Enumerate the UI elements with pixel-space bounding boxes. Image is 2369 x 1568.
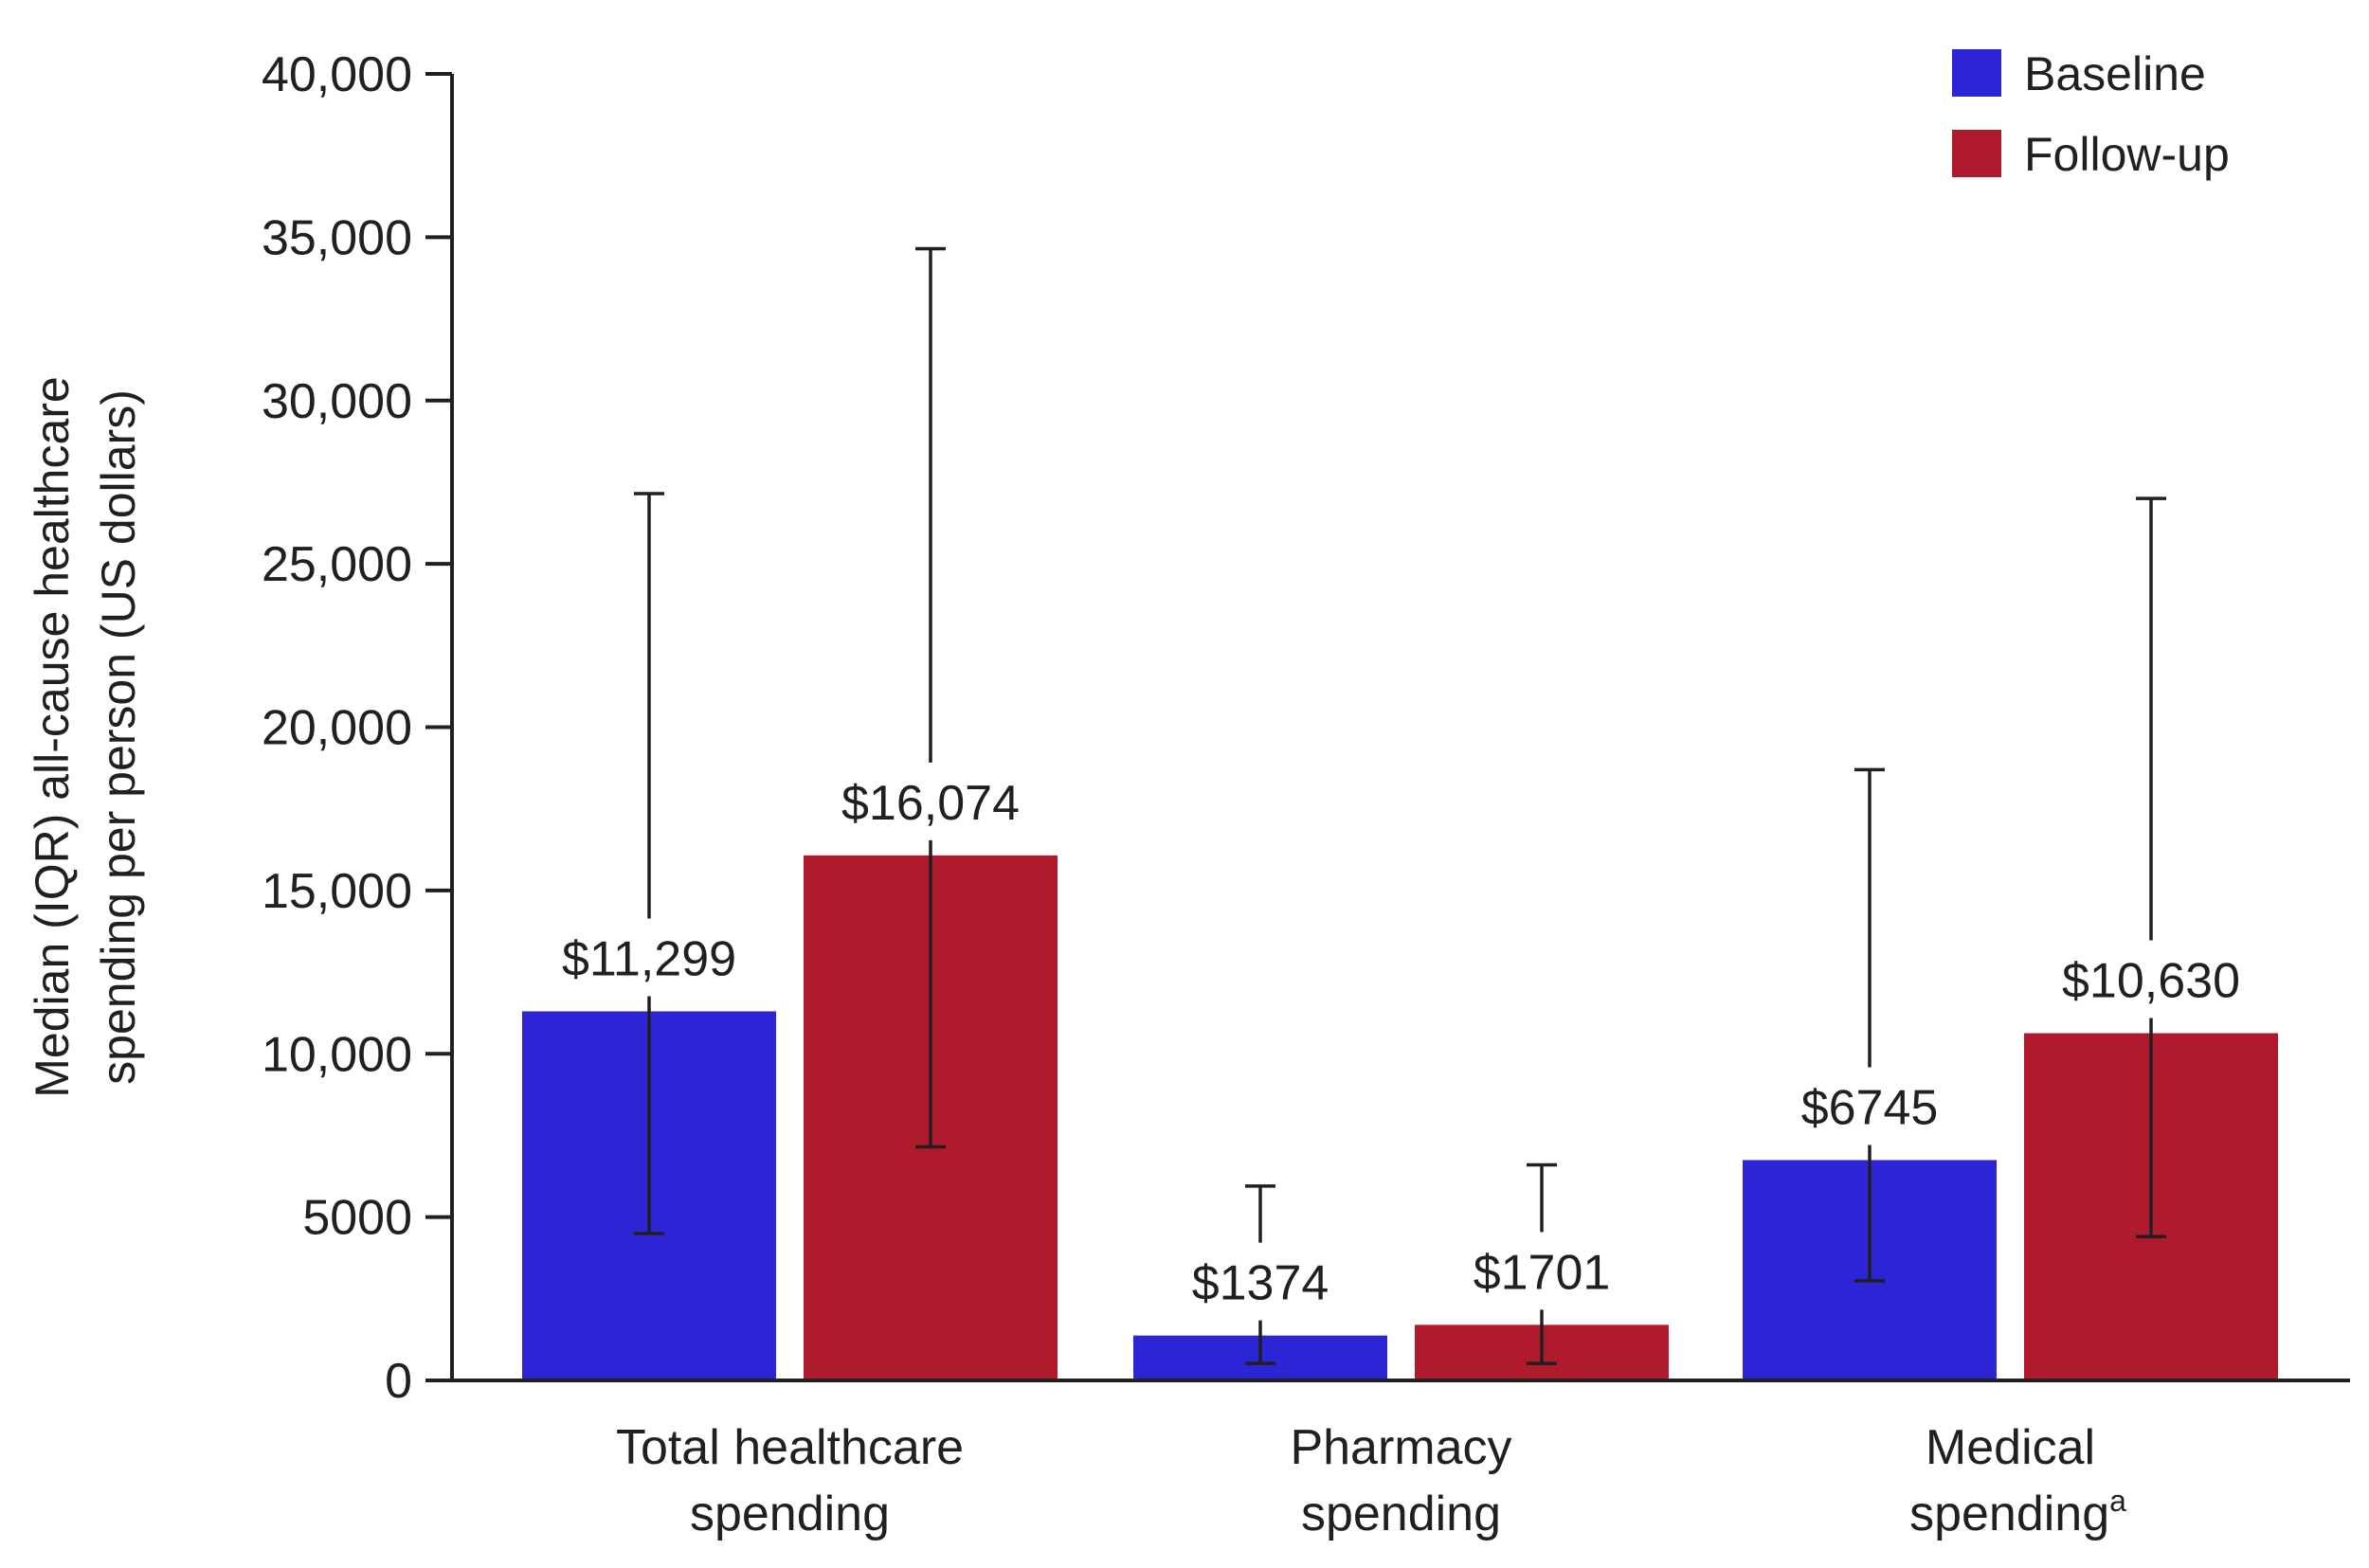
x-tick-label-line-1: Pharmacy	[1290, 1420, 1511, 1475]
y-tick-label: 35,000	[262, 210, 412, 265]
y-tick-label: 0	[385, 1354, 412, 1409]
y-tick-label: 25,000	[262, 537, 412, 592]
value-label: $10,630	[2062, 954, 2240, 1009]
value-labels: $11,299 $16,074 $1374 $1701 $6745 $10,630	[562, 776, 2240, 1311]
y-tick-label: 10,000	[262, 1027, 412, 1082]
value-label: $1374	[1192, 1256, 1329, 1311]
x-tick-label-line-2: spending	[1301, 1487, 1501, 1541]
x-tick-label-line-1: Medical	[1926, 1420, 2095, 1475]
x-tick-label-line-2: spendinga	[1909, 1484, 2126, 1541]
y-axis-label-line-1: Median (IQR) all-cause healthcare	[26, 376, 79, 1097]
y-tick-label: 40,000	[262, 47, 412, 102]
y-axis-label-line-2: spending per person (US dollars)	[92, 389, 145, 1085]
legend-label-0: Baseline	[2024, 47, 2206, 100]
legend: Baseline Follow-up	[1952, 47, 2230, 181]
bars	[522, 855, 2278, 1380]
y-tick-label: 30,000	[262, 374, 412, 429]
x-axis-labels: Total healthcare spending Pharmacy spending…	[616, 1420, 2126, 1541]
y-axis-label: Median (IQR) all-cause healthcare spendi…	[26, 376, 145, 1097]
x-tick-label-line-2: spending	[690, 1487, 890, 1541]
error-bars	[634, 246, 2166, 1365]
value-label: $1701	[1474, 1245, 1611, 1300]
x-tick-label-line-1: Total healthcare	[616, 1420, 964, 1475]
y-tick-label: 20,000	[262, 701, 412, 756]
legend-swatch-0	[1952, 49, 2001, 97]
y-tick-label: 5000	[302, 1191, 412, 1246]
footnote-superscript: a	[2109, 1484, 2126, 1518]
value-label: $11,299	[562, 931, 736, 986]
y-axis: 0 5000 10,000 15,000 20,000 25,000 30,000 35,00…	[262, 47, 454, 1409]
legend-swatch-1	[1952, 130, 2001, 177]
legend-label-1: Follow-up	[2024, 128, 2230, 181]
value-label: $6745	[1801, 1080, 1939, 1135]
x-tick-label-line-2-text: spending	[1909, 1487, 2109, 1541]
y-tick-label: 15,000	[262, 864, 412, 919]
value-label: $16,074	[841, 776, 1020, 831]
